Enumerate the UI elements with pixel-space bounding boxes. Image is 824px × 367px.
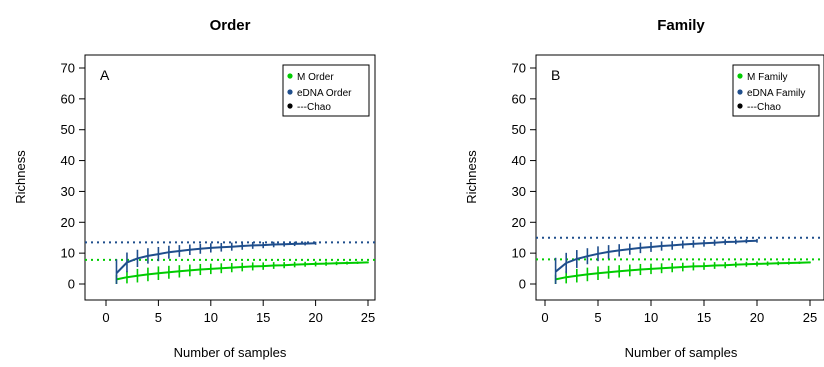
legend: M Family eDNA Family ---Chao: [732, 64, 820, 117]
y-tick-label: 60: [512, 91, 526, 106]
x-tick-label: 0: [102, 310, 109, 325]
x-tick-label: 25: [803, 310, 817, 325]
x-tick-label: 25: [361, 310, 375, 325]
x-tick-label: 10: [204, 310, 218, 325]
y-tick-label: 70: [512, 61, 526, 76]
x-tick-label: 20: [308, 310, 322, 325]
y-tick-label: 50: [61, 122, 75, 137]
legend-label-edna-family: eDNA Family: [747, 88, 805, 99]
legend-marker-edna-family: [737, 89, 743, 95]
y-axis-label: Richness: [13, 150, 28, 204]
y-axis-label: Richness: [464, 150, 479, 204]
series-line-edna-order: [115, 242, 316, 274]
legend-box: [282, 64, 370, 117]
x-axis-label: Number of samples: [625, 345, 738, 360]
x-tick-label: 5: [594, 310, 601, 325]
x-tick-label: 15: [256, 310, 270, 325]
y-tick-label: 70: [61, 61, 75, 76]
panel-label: A: [100, 67, 110, 83]
x-ticks: 0 5 10 15 20 25: [102, 300, 375, 325]
legend-marker-chao: [737, 103, 743, 109]
y-tick-label: 0: [519, 277, 526, 292]
x-tick-label: 5: [155, 310, 162, 325]
y-tick-label: 0: [68, 277, 75, 292]
series-line-edna-family: [554, 239, 758, 273]
series-group: [554, 238, 811, 284]
y-tick-label: 20: [61, 215, 75, 230]
legend-marker-m-family: [737, 73, 743, 79]
y-tick-label: 50: [512, 122, 526, 137]
legend-marker-m-order: [287, 73, 293, 79]
legend-label-chao: ---Chao: [747, 102, 781, 113]
x-tick-label: 20: [750, 310, 764, 325]
plot-frame: [535, 54, 824, 301]
x-axis-label: Number of samples: [174, 345, 287, 360]
y-tick-label: 30: [61, 184, 75, 199]
legend-label-chao: ---Chao: [297, 102, 331, 113]
x-tick-label: 15: [697, 310, 711, 325]
legend: M Order eDNA Order ---Chao: [282, 64, 370, 117]
chart-panel-family: Family B Number of samples Richness 0 5 10…: [464, 17, 824, 360]
y-tick-label: 10: [512, 246, 526, 261]
x-ticks: 0 5 10 15 20 25: [541, 300, 817, 325]
chart-title: Order: [210, 17, 251, 34]
legend-label-m-order: M Order: [297, 72, 334, 83]
panel-label: B: [551, 67, 560, 83]
y-tick-label: 40: [61, 153, 75, 168]
chart-panel-order: Order A Number of samples Richness 0 5 10 1…: [13, 17, 376, 360]
series-group: [115, 241, 369, 284]
legend-label-edna-order: eDNA Order: [297, 88, 352, 99]
x-tick-label: 10: [644, 310, 658, 325]
y-tick-label: 40: [512, 153, 526, 168]
x-tick-label: 0: [541, 310, 548, 325]
legend-marker-chao: [287, 103, 293, 109]
legend-box: [732, 64, 820, 117]
y-tick-label: 20: [512, 215, 526, 230]
chart-title: Family: [657, 17, 705, 34]
y-tick-label: 60: [61, 91, 75, 106]
legend-marker-edna-order: [287, 89, 293, 95]
y-ticks: 0 10 20 30 40 50 60 70: [61, 61, 85, 292]
chao-lines: [536, 236, 824, 261]
y-tick-label: 30: [512, 184, 526, 199]
y-ticks: 0 10 20 30 40 50 60 70: [512, 61, 536, 292]
y-tick-label: 10: [61, 246, 75, 261]
chao-lines: [85, 241, 375, 261]
plot-frame: [84, 54, 376, 301]
legend-label-m-family: M Family: [747, 72, 788, 83]
